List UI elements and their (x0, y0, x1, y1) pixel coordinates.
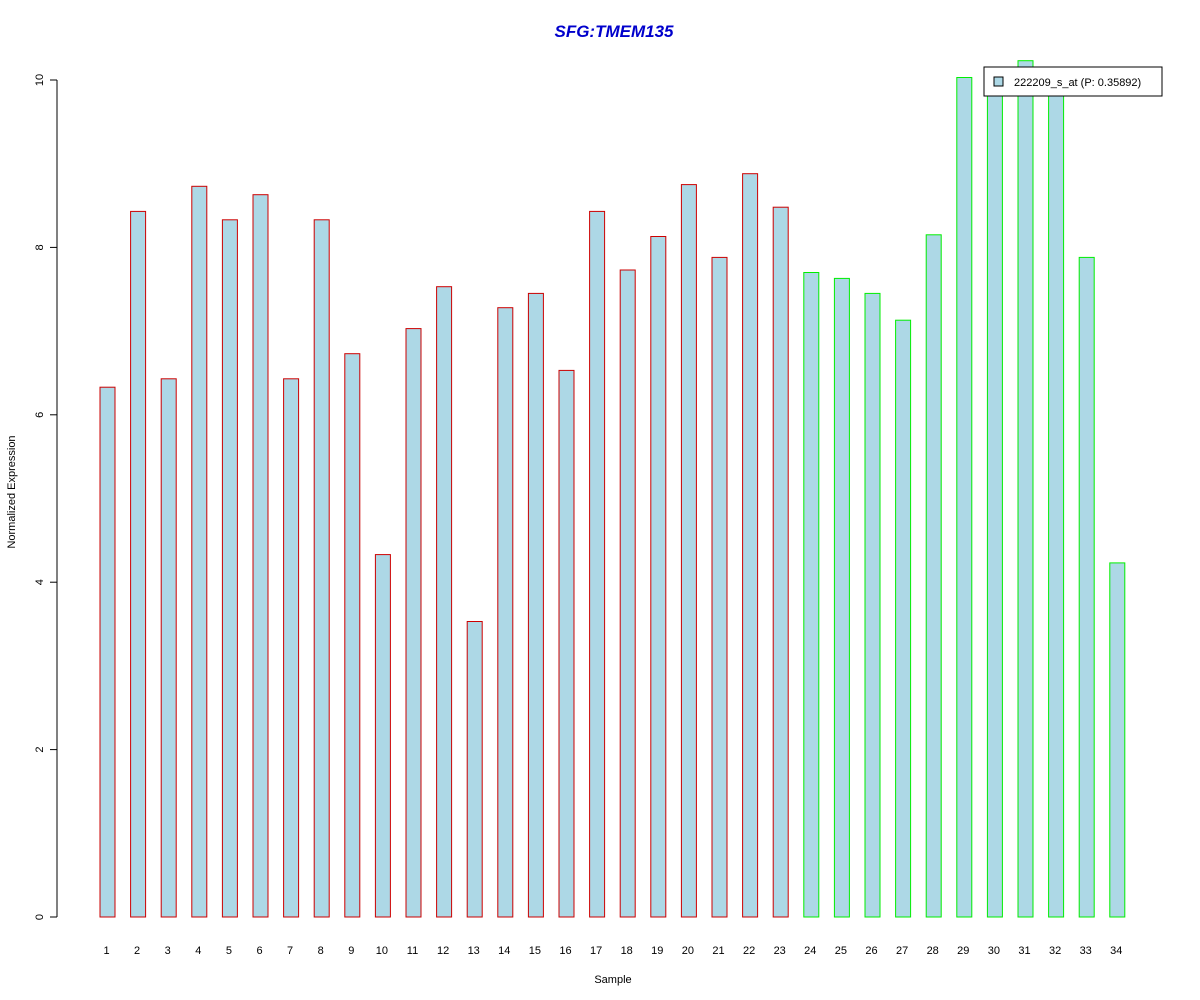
x-tick-label: 12 (437, 945, 449, 957)
y-tick-label: 2 (34, 747, 46, 753)
bar-sample-12 (436, 286, 453, 918)
x-tick-label: 31 (1018, 945, 1030, 957)
bar-sample-19 (650, 236, 667, 918)
x-tick-label: 9 (348, 945, 354, 957)
x-tick-label: 30 (988, 945, 1000, 957)
bar-sample-4 (191, 185, 208, 918)
y-tick-label: 6 (34, 412, 46, 418)
x-tick-label: 3 (165, 945, 171, 957)
bar-sample-18 (619, 269, 636, 918)
bar-sample-17 (589, 210, 606, 918)
bar-sample-3 (160, 378, 177, 918)
legend: 222209_s_at (P: 0.35892) (983, 66, 1163, 97)
x-tick-label: 17 (590, 945, 602, 957)
bar-sample-10 (374, 554, 391, 918)
x-tick-label: 21 (712, 945, 724, 957)
legend-swatch (993, 76, 1004, 87)
x-tick-label: 20 (682, 945, 694, 957)
y-tick-label: 8 (34, 244, 46, 250)
bar-sample-15 (527, 292, 544, 918)
bar-sample-6 (252, 194, 269, 918)
bar-sample-25 (833, 277, 850, 918)
bar-sample-27 (895, 319, 912, 918)
bar-sample-30 (986, 83, 1003, 918)
bar-sample-2 (130, 210, 147, 918)
x-tick-labels: 1 2 3 4 5 6 7 8 9 10 11 12 13 14 15 16 17 18 19 20 21 22 23 24 2… (103, 945, 1122, 957)
y-tick-label: 4 (34, 579, 46, 585)
legend-box (983, 66, 1163, 97)
x-tick-label: 32 (1049, 945, 1061, 957)
x-tick-label: 23 (774, 945, 786, 957)
bar-sample-7 (283, 378, 300, 918)
y-tick-label: 0 (34, 914, 46, 920)
x-tick-label: 19 (651, 945, 663, 957)
y-tick-label: 10 (34, 74, 46, 86)
bar-sample-28 (925, 234, 942, 918)
x-tick-label: 34 (1110, 945, 1122, 957)
x-tick-label: 14 (498, 945, 510, 957)
x-tick-label: 24 (804, 945, 816, 957)
bar-sample-26 (864, 292, 881, 918)
bar-sample-34 (1109, 562, 1126, 918)
x-tick-label: 33 (1080, 945, 1092, 957)
bar-sample-33 (1078, 256, 1095, 918)
x-tick-label: 1 (103, 945, 109, 957)
x-tick-label: 25 (835, 945, 847, 957)
x-tick-label: 2 (134, 945, 140, 957)
x-tick-label: 11 (407, 945, 418, 957)
x-tick-label: 28 (927, 945, 939, 957)
x-axis-label: Sample (594, 974, 631, 986)
chart-title: SFG:TMEM135 (554, 22, 674, 41)
bar-sample-20 (680, 184, 697, 918)
x-tick-label: 29 (957, 945, 969, 957)
bar-sample-21 (711, 256, 728, 918)
bar-sample-1 (99, 386, 116, 918)
y-axis-label: Normalized Expression (6, 435, 18, 548)
x-tick-label: 18 (621, 945, 633, 957)
x-tick-label: 26 (865, 945, 877, 957)
bar-sample-24 (803, 272, 820, 918)
x-tick-label: 7 (287, 945, 293, 957)
x-tick-label: 10 (376, 945, 388, 957)
bar-sample-23 (772, 206, 789, 918)
bar-sample-16 (558, 369, 575, 918)
x-tick-label: 27 (896, 945, 908, 957)
bar-sample-22 (742, 173, 759, 918)
x-tick-label: 22 (743, 945, 755, 957)
bar-sample-32 (1048, 83, 1065, 918)
bar-sample-31 (1017, 60, 1034, 918)
bar-sample-13 (466, 621, 483, 918)
x-tick-label: 15 (529, 945, 541, 957)
x-tick-label: 4 (195, 945, 201, 957)
bars-group (99, 60, 1126, 918)
bar-sample-11 (405, 328, 422, 918)
bar-sample-8 (313, 219, 330, 918)
x-tick-label: 8 (318, 945, 324, 957)
legend-series-name: 222209_s_at (P: 0.35892) (1014, 77, 1141, 89)
y-axis: 0 2 4 6 8 10 (34, 74, 58, 920)
x-tick-label: 16 (559, 945, 571, 957)
bar-sample-9 (344, 353, 361, 918)
bar-sample-29 (956, 77, 973, 918)
x-tick-label: 5 (226, 945, 232, 957)
bar-sample-14 (497, 307, 514, 918)
x-tick-label: 6 (256, 945, 262, 957)
x-tick-label: 13 (468, 945, 480, 957)
bar-sample-5 (221, 219, 238, 918)
